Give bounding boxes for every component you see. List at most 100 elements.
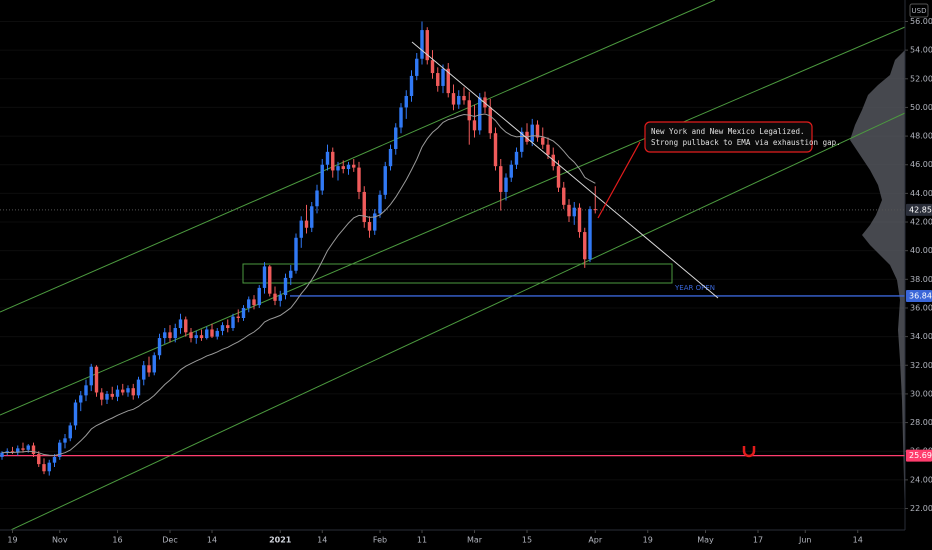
x-tick-label: Mar (467, 536, 483, 545)
candle-body (283, 277, 288, 296)
magnet-icon (742, 446, 756, 458)
y-tick-label: 32.00 (910, 361, 932, 370)
candle-body (373, 213, 377, 231)
price-tag (906, 289, 932, 302)
annotation-text: New York and New Mexico Legalized. (651, 127, 805, 136)
candle-body (278, 295, 282, 301)
candle-body (462, 95, 466, 101)
candle-body (441, 68, 445, 86)
x-tick-label: Jun (798, 536, 812, 545)
y-tick-label: 34.00 (910, 332, 932, 341)
y-tick-label: 30.00 (910, 389, 932, 398)
candle-body (425, 30, 429, 61)
candle-body (315, 190, 319, 207)
candle-body (394, 127, 398, 149)
candle-body (409, 75, 414, 96)
candle-body (210, 329, 214, 337)
candle-body (352, 164, 356, 168)
candle-body (588, 209, 592, 260)
candle-body (178, 319, 183, 329)
candle-body (320, 164, 324, 191)
candle-body (520, 131, 524, 152)
candle-body (567, 204, 571, 217)
x-tick-label: May (697, 536, 714, 545)
candle-body (331, 151, 335, 171)
channel-lower (0, 112, 906, 536)
x-tick-label: 11 (417, 536, 427, 545)
x-tick-label: 19 (643, 536, 653, 545)
candle-body (341, 166, 345, 170)
ema-line (1, 113, 596, 457)
time-axis (0, 530, 932, 550)
candle-body (504, 177, 508, 192)
candle-body (173, 328, 177, 339)
candle-body (499, 166, 503, 192)
x-tick-label: 2021 (269, 536, 292, 545)
price-tag-label: 36.84 (909, 291, 932, 300)
candle-body (577, 207, 582, 233)
candle-body (121, 389, 125, 393)
candle-body (16, 448, 20, 453)
price-tag-label: 25.69 (909, 451, 932, 460)
candle-body (289, 270, 293, 278)
y-tick-label: 44.00 (910, 189, 932, 198)
price-tag (906, 449, 932, 462)
axis-labels: 22.0024.0026.0028.0030.0032.0034.0036.00… (7, 17, 932, 545)
x-tick-label: Nov (52, 536, 68, 545)
candle-body (94, 366, 99, 393)
candles (0, 21, 597, 476)
candle-body (404, 95, 408, 108)
candle-body (241, 307, 246, 318)
candle-body (226, 325, 230, 329)
y-tick-label: 22.00 (910, 504, 932, 513)
x-tick-label: 16 (112, 536, 122, 545)
candle-body (84, 385, 88, 396)
candle-body (199, 335, 204, 339)
y-tick-label: 38.00 (910, 275, 932, 284)
y-tick-label: 48.00 (910, 132, 932, 141)
candle-body (10, 451, 15, 453)
channel-middle (0, 26, 906, 416)
candle-body (89, 366, 93, 386)
candle-body (231, 316, 235, 329)
candle-body (509, 164, 513, 178)
candle-body (262, 266, 267, 288)
candle-body (110, 393, 114, 397)
candle-body (546, 144, 550, 155)
y-tick-label: 28.00 (910, 418, 932, 427)
price-tag-label: 42.85 (909, 205, 932, 214)
candle-body (215, 330, 219, 337)
candle-body (184, 319, 188, 333)
candle-body (73, 402, 78, 426)
x-tick-label: 14 (317, 536, 327, 545)
candle-body (415, 58, 419, 76)
candle-body (236, 316, 240, 318)
candle-body (388, 148, 393, 167)
candle-body (310, 206, 314, 228)
y-tick-label: 42.00 (910, 218, 932, 227)
candle-body (100, 392, 104, 400)
y-tick-label: 40.00 (910, 246, 932, 255)
candle-body (493, 133, 498, 167)
x-tick-label: 19 (7, 536, 17, 545)
annotation-text: Strong pullback to EMA via exhaustion ga… (651, 138, 841, 147)
candle-body (446, 68, 450, 94)
annotation-box (644, 121, 813, 153)
candle-body (163, 332, 167, 339)
candle-body (157, 338, 162, 356)
x-tick-label: Dec (162, 536, 177, 545)
candle-body (294, 237, 298, 271)
candle-body (252, 299, 256, 306)
candle-body (37, 454, 41, 465)
candle-body (58, 442, 62, 457)
candle-body (42, 464, 46, 472)
candle-body (147, 365, 151, 373)
y-tick-label: 54.00 (910, 46, 932, 55)
candle-body (0, 452, 4, 457)
support-zone (242, 263, 673, 284)
x-tick-label: Feb (373, 536, 387, 545)
y-tick-label: 56.00 (910, 17, 932, 26)
candle-body (530, 124, 534, 142)
x-tick-label: Apr (588, 536, 603, 545)
candle-body (583, 232, 587, 260)
